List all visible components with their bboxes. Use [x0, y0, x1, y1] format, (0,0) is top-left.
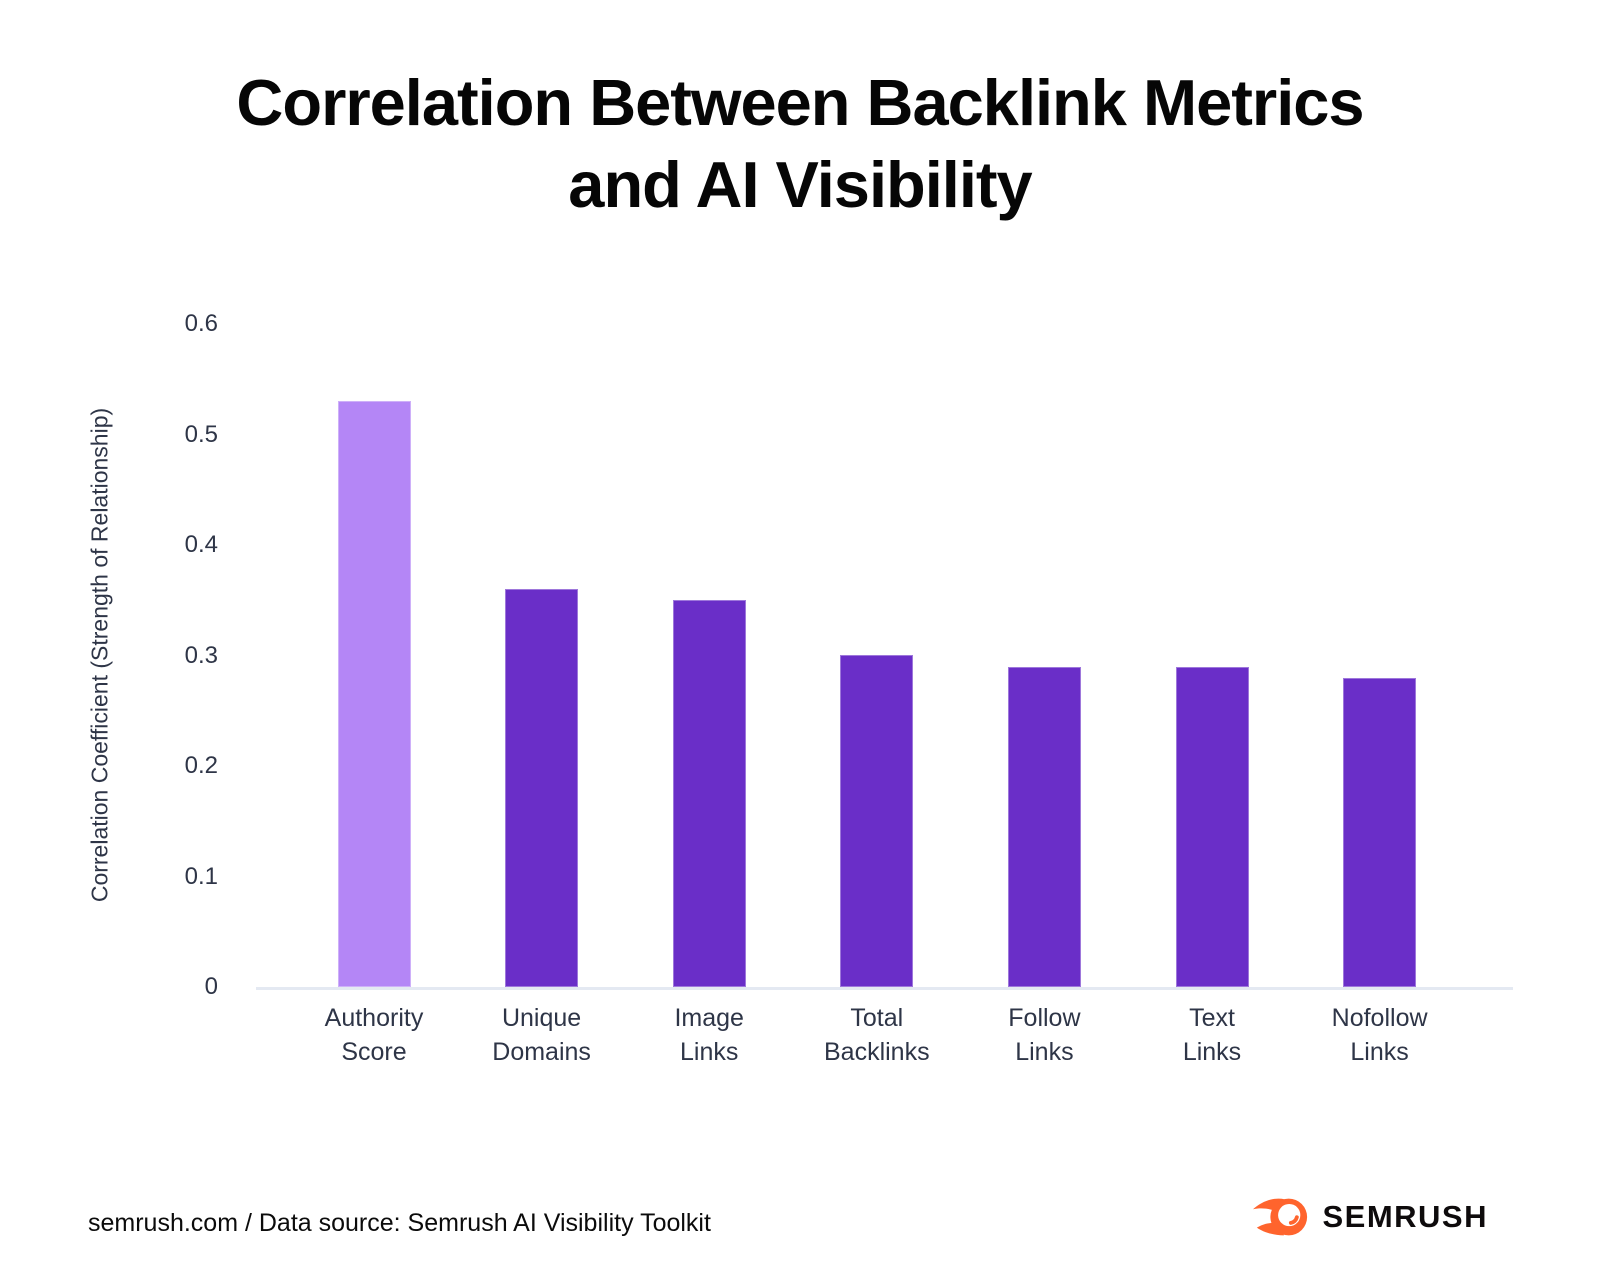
x-label-line: Text: [1189, 1004, 1235, 1032]
y-tick-label-0.2: 0.2: [184, 752, 218, 779]
x-label-line: Domains: [492, 1038, 591, 1066]
x-label-text-links: Text Links: [1122, 1001, 1302, 1069]
x-label-line: Nofollow: [1331, 1004, 1428, 1032]
bar-nofollow-links: [1343, 678, 1417, 987]
x-label-line: Follow: [1008, 1004, 1081, 1032]
x-label-line: Total: [850, 1004, 904, 1032]
x-label-line: Links: [1350, 1038, 1409, 1066]
y-tick-label-0.3: 0.3: [184, 641, 218, 669]
x-label-follow-links: Follow Links: [954, 1001, 1134, 1069]
x-label-line: Score: [341, 1038, 407, 1066]
x-axis-line: [256, 987, 1513, 990]
x-label-line: Links: [1015, 1038, 1074, 1066]
y-tick-label-0.4: 0.4: [184, 531, 218, 558]
bar-image-links: [672, 600, 746, 987]
x-label-line: Links: [1182, 1038, 1242, 1066]
semrush-flame-icon: [1253, 1198, 1308, 1236]
bar-text-links: [1175, 667, 1249, 987]
data-source-text: semrush.com / Data source: Semrush AI Vi…: [88, 1209, 711, 1237]
x-label-unique-domains: Unique Domains: [452, 1001, 632, 1069]
y-tick-label-0.6: 0.6: [184, 310, 218, 337]
y-tick-label-0.5: 0.5: [184, 420, 218, 448]
page-title: Correlation Between Backlink Metrics and…: [0, 62, 1600, 226]
x-label-nofollow-links: Nofollow Links: [1290, 1001, 1470, 1069]
y-tick-label-0.1: 0.1: [184, 862, 218, 890]
bar-follow-links: [1007, 667, 1081, 987]
x-label-line: Links: [680, 1038, 739, 1066]
x-label-image-links: Image Links: [619, 1001, 799, 1069]
x-label-total-backlinks: Total Backlinks: [787, 1001, 967, 1069]
bar-unique-domains: [505, 589, 579, 987]
x-label-authority-score: Authority Score: [284, 1001, 464, 1069]
semrush-wordmark: SEMRUSH: [1322, 1199, 1488, 1234]
x-label-line: Unique: [501, 1004, 582, 1032]
x-label-line: Authority: [324, 1004, 424, 1032]
page-title-line-1: Correlation Between Backlink Metrics: [236, 66, 1364, 139]
semrush-logo: SEMRUSH: [1252, 1194, 1488, 1240]
bar-total-backlinks: [840, 655, 914, 987]
x-label-line: Image: [674, 1004, 744, 1032]
y-tick-label-0: 0: [204, 973, 218, 1000]
x-label-line: Backlinks: [824, 1038, 930, 1066]
bar-authority-score: [337, 401, 411, 987]
page-title-line-2: and AI Visibility: [568, 148, 1032, 221]
